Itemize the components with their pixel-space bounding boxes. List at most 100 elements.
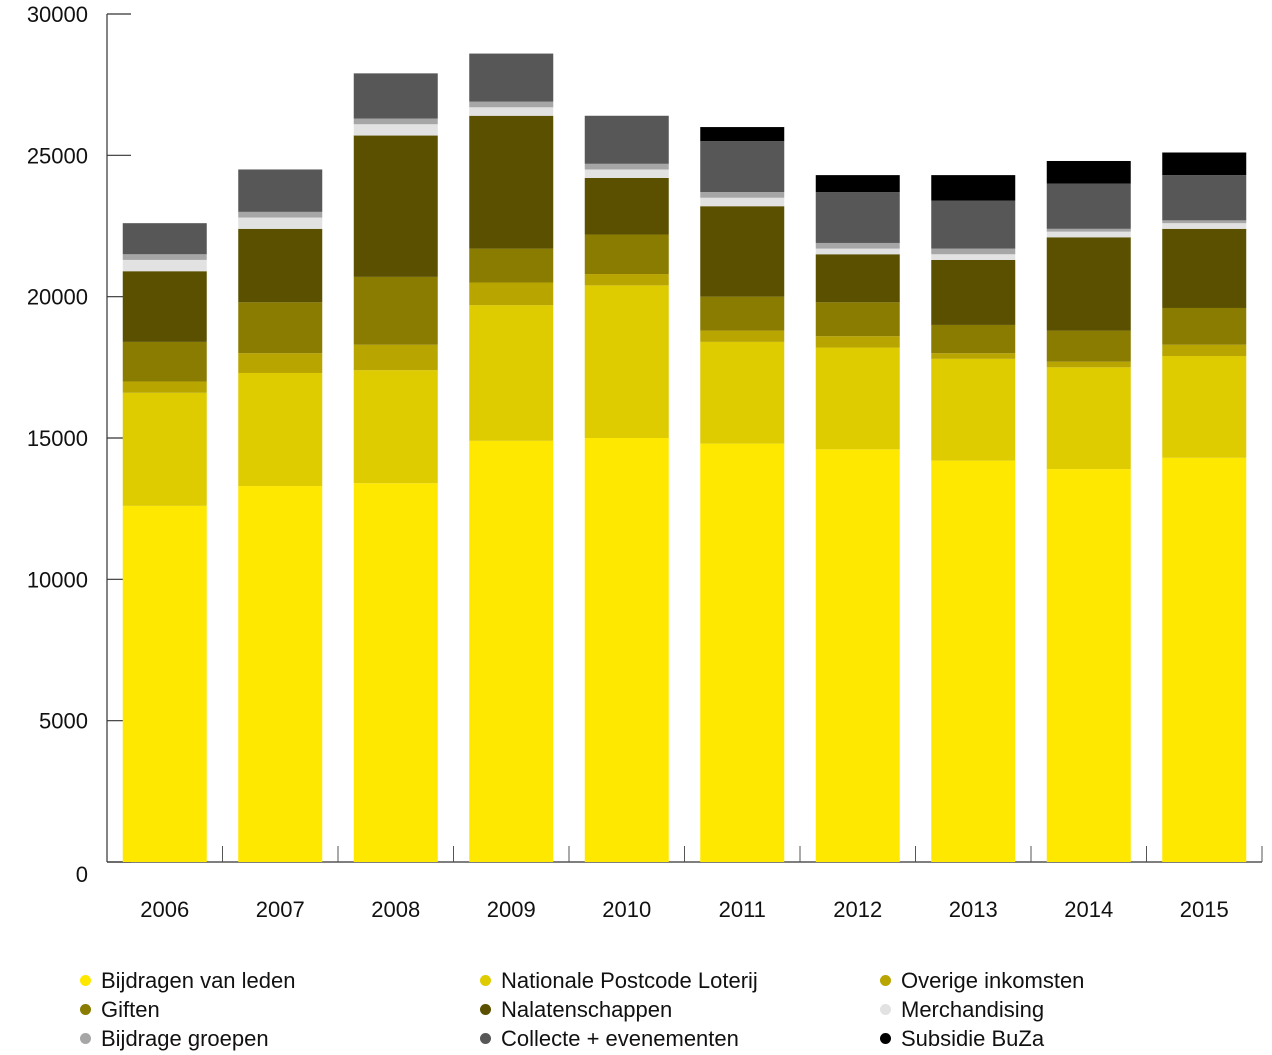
bar-segment-2015-6 (1162, 223, 1247, 229)
bar-segment-2012-3 (815, 336, 900, 348)
x-tick-label: 2006 (140, 897, 189, 922)
bar-segment-2008-7 (353, 118, 438, 125)
tick-labels: 0 5000 10000 15000 20000 25000 30000 2006 2007 20… (27, 2, 1229, 922)
legend-label: Nalatenschappen (501, 996, 673, 1022)
legend-label: Subsidie BuZa (901, 1025, 1045, 1051)
legend-label: Nationale Postcode Loterij (501, 967, 758, 993)
bar-segment-2007-4 (238, 302, 323, 354)
x-tick-label: 2011 (719, 897, 766, 922)
bar-segment-2007-3 (238, 353, 323, 373)
y-tick-label: 25000 (27, 143, 88, 168)
bar-segment-2010-3 (584, 274, 669, 286)
legend: Bijdragen van leden Nationale Postcode Lo… (80, 966, 1200, 1053)
x-tick-label: 2008 (371, 897, 420, 922)
bar-segment-2014-4 (1046, 330, 1131, 362)
bar-segment-2011-5 (700, 206, 785, 297)
x-tick-label: 2013 (949, 897, 998, 922)
bar-segment-2006-1 (122, 505, 207, 862)
bar-segment-2011-8 (700, 141, 785, 193)
bar-segment-2012-4 (815, 302, 900, 337)
legend-swatch (480, 1033, 491, 1044)
bar-segment-2014-7 (1046, 228, 1131, 232)
bar-segment-2006-8 (122, 223, 207, 255)
legend-label: Merchandising (901, 996, 1045, 1022)
bar-segment-2011-6 (700, 197, 785, 207)
legend-swatch (80, 975, 91, 986)
x-tick-label: 2012 (833, 897, 882, 922)
y-tick-label: 5000 (39, 709, 88, 734)
bar-segment-2013-3 (931, 353, 1016, 359)
bar-segment-2009-2 (469, 305, 554, 441)
legend-label: Bijdragen van leden (101, 967, 296, 993)
bar-segment-2010-5 (584, 177, 669, 235)
bar-segment-2007-5 (238, 228, 323, 303)
bar-segment-2014-1 (1046, 469, 1131, 862)
legend-swatch (880, 1033, 891, 1044)
bar-segment-2006-7 (122, 254, 207, 260)
bar-segment-2008-4 (353, 276, 438, 345)
legend-item: Bijdrage groepen (80, 1024, 480, 1053)
x-tick-label: 2010 (602, 897, 651, 922)
legend-swatch (880, 1004, 891, 1015)
bar-segment-2011-9 (700, 127, 785, 142)
x-tick-label: 2007 (256, 897, 305, 922)
bar-segment-2014-2 (1046, 367, 1131, 470)
bar-segment-2010-8 (584, 115, 669, 164)
bar-segment-2008-6 (353, 124, 438, 136)
bar-segment-2011-4 (700, 296, 785, 331)
bar-segment-2013-6 (931, 254, 1016, 260)
bar-segment-2014-6 (1046, 231, 1131, 238)
bar-segment-2014-5 (1046, 237, 1131, 331)
bar-segment-2009-6 (469, 107, 554, 116)
legend-label: Giften (101, 996, 160, 1022)
legend-swatch (80, 1004, 91, 1015)
legend-swatch (880, 975, 891, 986)
bar-segment-2007-6 (238, 217, 323, 229)
legend-item: Giften (80, 995, 480, 1024)
bar-segment-2014-3 (1046, 361, 1131, 368)
bar-segment-2010-2 (584, 285, 669, 438)
bar-segment-2014-9 (1046, 160, 1131, 184)
bar-segment-2012-1 (815, 449, 900, 862)
bar-segment-2012-7 (815, 242, 900, 249)
bar-segment-2006-4 (122, 341, 207, 382)
bar-segment-2010-6 (584, 169, 669, 178)
bar-segment-2015-1 (1162, 457, 1247, 862)
bar-segment-2006-6 (122, 259, 207, 272)
bar-segment-2008-8 (353, 73, 438, 119)
bar-segment-2009-5 (469, 115, 554, 249)
y-tick-label: 0 (76, 862, 88, 887)
bar-segment-2008-3 (353, 344, 438, 371)
legend-label: Bijdrage groepen (101, 1025, 269, 1051)
legend-item: Overige inkomsten (880, 966, 1200, 995)
bar-segment-2009-8 (469, 53, 554, 102)
legend-item: Collecte + evenementen (480, 1024, 880, 1053)
bar-segment-2015-9 (1162, 152, 1247, 176)
bar-segment-2010-4 (584, 234, 669, 275)
y-tick-label: 15000 (27, 426, 88, 451)
bar-segment-2007-2 (238, 372, 323, 487)
bar-segment-2015-4 (1162, 307, 1247, 345)
x-tick-label: 2015 (1180, 897, 1229, 922)
bar-segment-2011-1 (700, 443, 785, 862)
bar-segment-2014-8 (1046, 183, 1131, 229)
bar-segment-2006-5 (122, 271, 207, 342)
legend-swatch (480, 1004, 491, 1015)
bar-segment-2007-1 (238, 486, 323, 862)
bar-segment-2008-1 (353, 483, 438, 862)
bar-segment-2013-8 (931, 200, 1016, 249)
bar-segment-2013-7 (931, 248, 1016, 255)
bar-segment-2010-1 (584, 438, 669, 862)
bar-segment-2007-8 (238, 169, 323, 212)
bar-segment-2006-3 (122, 381, 207, 393)
legend-item: Bijdragen van leden (80, 966, 480, 995)
legend-swatch (80, 1033, 91, 1044)
bar-segment-2015-8 (1162, 175, 1247, 221)
legend-label: Collecte + evenementen (501, 1025, 739, 1051)
legend-swatch (480, 975, 491, 986)
bar-segment-2015-2 (1162, 356, 1247, 458)
bar-segment-2011-7 (700, 192, 785, 198)
bar-segment-2012-8 (815, 192, 900, 243)
bar-segment-2008-2 (353, 370, 438, 484)
bar-segment-2012-6 (815, 248, 900, 255)
